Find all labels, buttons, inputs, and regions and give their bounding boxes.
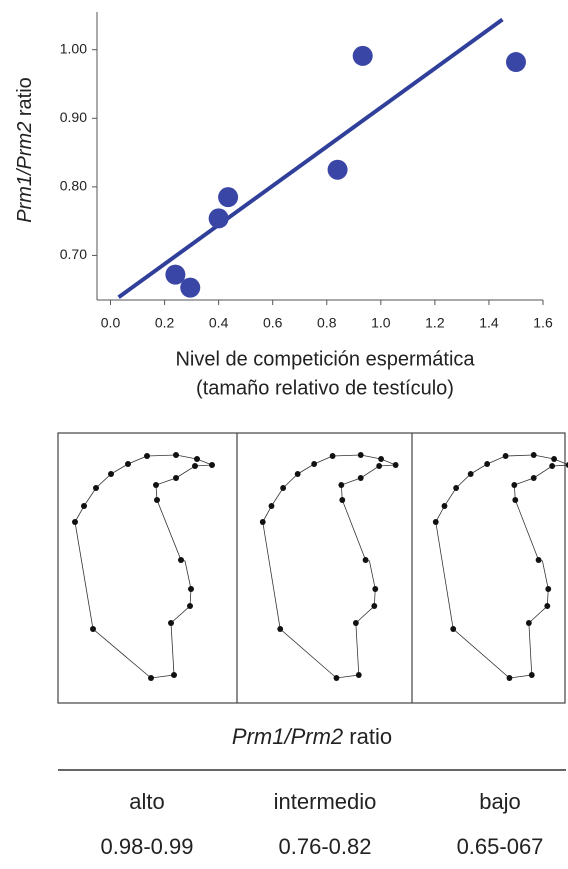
y-axis-label-part: ratio xyxy=(14,77,36,116)
table-header: alto xyxy=(129,789,164,814)
sperm-head-shape xyxy=(72,452,215,681)
table-cell: 0.65-067 xyxy=(457,834,544,859)
page: 0.70 0.80 0.90 1.00 0.0 0.2 0.4 0.6 0.8 1.0 1.2 1.4… xyxy=(0,0,568,864)
y-tick-label: 0.70 xyxy=(60,246,87,262)
x-axis-label: (tamaño relativo de testículo) xyxy=(196,377,454,399)
x-tick-label: 1.4 xyxy=(479,315,499,331)
data-point xyxy=(180,278,200,298)
y-tick-label: 0.80 xyxy=(60,178,87,194)
table: alto intermedio bajo 0.98-0.99 0.76-0.82 0.65… xyxy=(101,789,544,859)
shape-panels xyxy=(58,433,568,703)
table-title-part: Prm1/Prm2 xyxy=(232,724,343,749)
x-tick-label: 1.2 xyxy=(425,315,445,331)
x-tick-label: 0.2 xyxy=(155,315,175,331)
data-point xyxy=(506,52,526,72)
panel-frame xyxy=(58,433,565,703)
trendline xyxy=(119,20,503,298)
table-title: Prm1/Prm2 ratio xyxy=(232,724,392,749)
data-point xyxy=(353,46,373,66)
table-title-part: ratio xyxy=(349,724,392,749)
scatter-chart: 0.70 0.80 0.90 1.00 0.0 0.2 0.4 0.6 0.8 1.0 1.2 1.4… xyxy=(60,12,553,331)
x-axis-label: Nivel de competición espermática xyxy=(175,348,475,370)
x-tick-label: 0.6 xyxy=(263,315,283,331)
sperm-head-shape xyxy=(433,452,568,681)
x-tick-label: 0.4 xyxy=(209,315,229,331)
data-point xyxy=(209,208,229,228)
table-header: bajo xyxy=(479,789,521,814)
table-cell: 0.76-0.82 xyxy=(279,834,372,859)
y-tick-label: 1.00 xyxy=(60,40,87,56)
sperm-head-shape xyxy=(260,452,399,681)
x-tick-label: 0.8 xyxy=(317,315,337,331)
y-axis-label: Prm1/Prm2 ratio xyxy=(14,77,36,223)
data-point xyxy=(328,160,348,180)
x-tick-label: 1.6 xyxy=(533,315,553,331)
x-tick-label: 1.0 xyxy=(371,315,391,331)
y-tick-label: 0.90 xyxy=(60,109,87,125)
data-point xyxy=(218,187,238,207)
table-header: intermedio xyxy=(274,789,377,814)
y-axis-label-part: Prm1/Prm2 xyxy=(14,122,36,223)
x-tick-label: 0.0 xyxy=(101,315,121,331)
table-cell: 0.98-0.99 xyxy=(101,834,194,859)
